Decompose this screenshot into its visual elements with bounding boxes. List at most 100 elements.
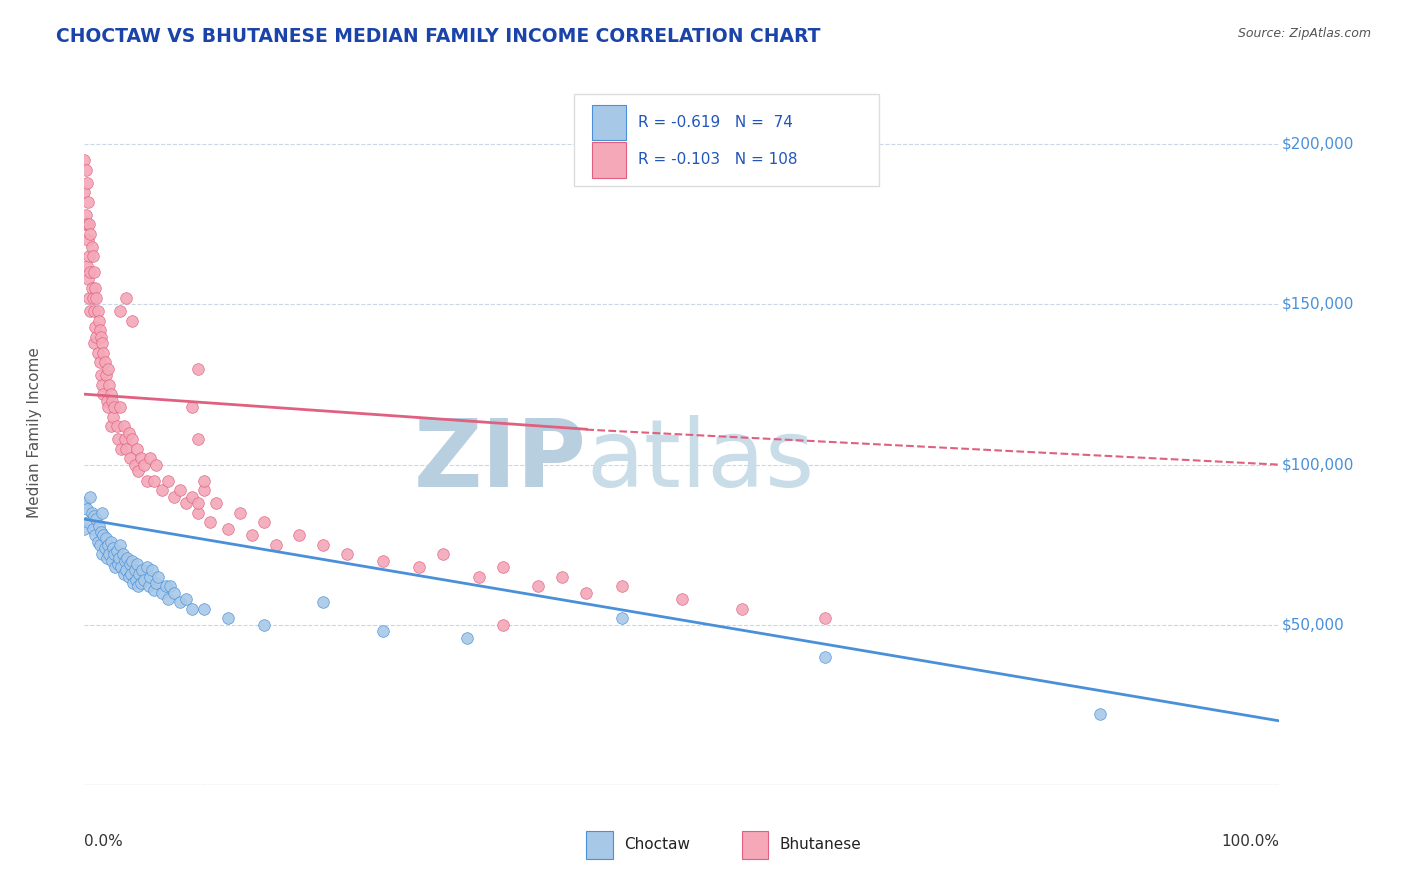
Point xyxy=(117,550,139,565)
Point xyxy=(174,592,197,607)
Point xyxy=(408,560,430,574)
Point xyxy=(110,560,132,574)
Point xyxy=(193,601,215,615)
Point xyxy=(264,538,287,552)
Point xyxy=(76,218,98,232)
Point xyxy=(86,329,108,343)
Point xyxy=(110,400,132,414)
Point xyxy=(84,281,107,295)
Point xyxy=(77,250,100,264)
Point xyxy=(73,496,96,510)
Text: 0.0%: 0.0% xyxy=(84,834,124,849)
Point xyxy=(253,617,276,632)
Point xyxy=(112,566,135,581)
Point xyxy=(551,570,574,584)
Point xyxy=(114,432,136,446)
Point xyxy=(110,304,132,318)
Point xyxy=(117,570,139,584)
Point xyxy=(373,624,395,639)
Point xyxy=(671,592,693,607)
Point xyxy=(129,576,152,591)
Point xyxy=(150,483,173,498)
Point xyxy=(181,601,204,615)
Point xyxy=(73,153,96,168)
Point xyxy=(104,560,127,574)
Point xyxy=(105,544,128,558)
Point xyxy=(253,516,276,530)
Point xyxy=(198,516,221,530)
Point xyxy=(100,419,122,434)
Point xyxy=(118,557,141,571)
Point xyxy=(79,490,101,504)
Point xyxy=(139,451,162,466)
Point xyxy=(80,240,103,254)
Point xyxy=(125,573,148,587)
Point xyxy=(107,557,129,571)
Point xyxy=(97,400,120,414)
Point xyxy=(83,508,105,523)
Point xyxy=(96,393,118,408)
Point xyxy=(193,483,215,498)
Point xyxy=(89,355,111,369)
Point xyxy=(127,464,149,478)
Point xyxy=(492,560,515,574)
Point xyxy=(187,506,209,520)
Point xyxy=(142,474,165,488)
Point xyxy=(94,532,117,546)
Point xyxy=(89,323,111,337)
Point xyxy=(456,631,478,645)
Point xyxy=(155,579,177,593)
Point xyxy=(169,483,191,498)
Point xyxy=(129,451,152,466)
Point xyxy=(98,547,121,561)
Point xyxy=(118,451,141,466)
Point xyxy=(127,579,149,593)
Point xyxy=(288,528,311,542)
Point xyxy=(575,586,598,600)
Point xyxy=(98,377,121,392)
Point xyxy=(125,442,148,456)
Point xyxy=(110,538,132,552)
Point xyxy=(73,186,96,200)
Point xyxy=(77,516,100,530)
Text: 100.0%: 100.0% xyxy=(1222,834,1279,849)
Point xyxy=(468,570,491,584)
Point xyxy=(157,592,180,607)
FancyBboxPatch shape xyxy=(586,830,613,859)
Point xyxy=(101,554,124,568)
Point xyxy=(181,400,204,414)
Point xyxy=(91,335,114,350)
Point xyxy=(112,419,135,434)
Point xyxy=(77,234,100,248)
Text: Median Family Income: Median Family Income xyxy=(27,347,42,518)
Point xyxy=(101,541,124,555)
Point xyxy=(240,528,263,542)
Point xyxy=(217,611,239,625)
Text: R = -0.103   N = 108: R = -0.103 N = 108 xyxy=(638,153,797,168)
Point xyxy=(89,538,111,552)
Point xyxy=(527,579,550,593)
Text: $50,000: $50,000 xyxy=(1282,617,1344,632)
Point xyxy=(90,368,112,382)
Point xyxy=(432,547,454,561)
Text: $200,000: $200,000 xyxy=(1282,136,1354,152)
Text: $100,000: $100,000 xyxy=(1282,458,1354,472)
Point xyxy=(79,304,101,318)
Point xyxy=(163,490,186,504)
Point xyxy=(86,345,108,359)
Point xyxy=(100,387,122,401)
FancyBboxPatch shape xyxy=(592,105,626,140)
Point xyxy=(336,547,359,561)
Point xyxy=(187,496,209,510)
Point xyxy=(135,474,157,488)
Point xyxy=(121,554,143,568)
Point xyxy=(76,176,98,190)
Point xyxy=(117,425,139,440)
Point xyxy=(97,538,120,552)
Point xyxy=(91,547,114,561)
Text: $150,000: $150,000 xyxy=(1282,297,1354,312)
Point xyxy=(124,563,146,577)
Point xyxy=(77,194,100,209)
Point xyxy=(100,534,122,549)
Point xyxy=(135,560,157,574)
